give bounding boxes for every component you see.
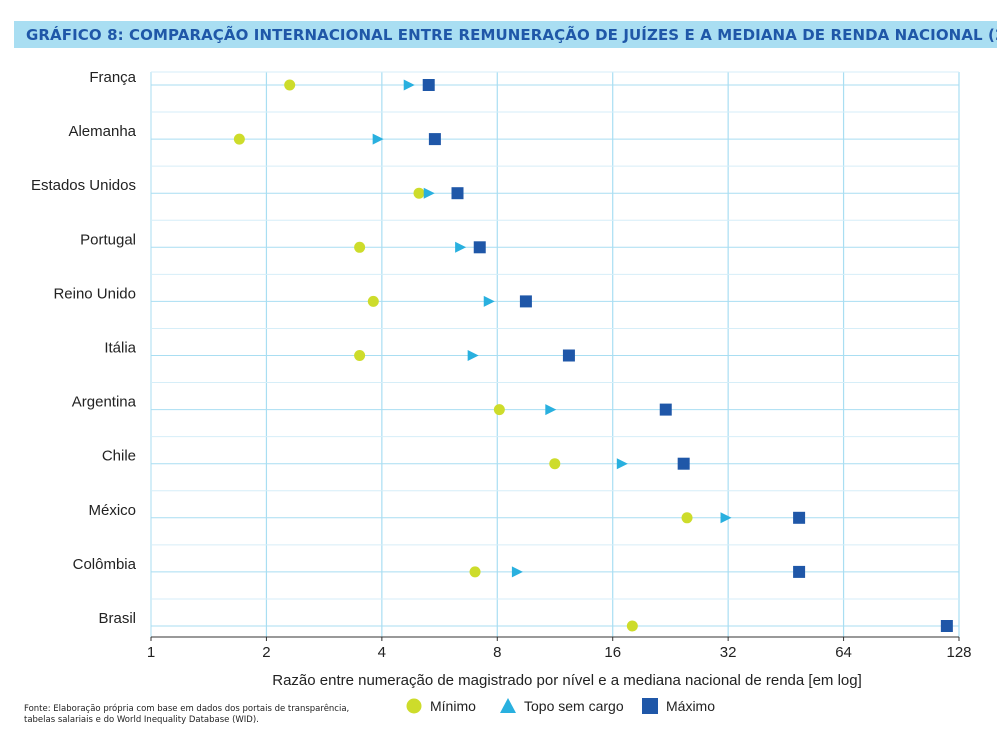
x-tick-label: 64 [835, 644, 852, 661]
square-point [473, 241, 486, 254]
chart-title: GRÁFICO 8: COMPARAÇÃO INTERNACIONAL ENTR… [26, 25, 997, 44]
legend-square-icon [642, 698, 658, 714]
x-tick-label: 16 [604, 644, 621, 661]
category-label: Chile [102, 448, 136, 465]
category-label: México [88, 502, 136, 519]
legend-label: Topo sem cargo [524, 698, 624, 714]
x-tick-label: 32 [720, 644, 737, 661]
triangle-point [467, 350, 479, 361]
triangle-point [372, 133, 384, 145]
circle-point [354, 241, 366, 253]
circle-point [681, 512, 693, 524]
square-point [562, 349, 575, 362]
square-point [659, 403, 672, 416]
triangle-point [403, 79, 415, 91]
triangle-point [616, 458, 628, 470]
category-label: Brasil [98, 610, 136, 627]
category-labels: França Alemanha Estados Unidos Portugal Rein… [31, 69, 137, 627]
square-point [428, 133, 441, 146]
circle-point [413, 187, 425, 199]
triangle-point [511, 566, 523, 578]
legend-label: Máximo [666, 698, 715, 714]
category-label: Alemanha [68, 123, 136, 140]
category-label: Argentina [72, 394, 137, 411]
circle-point [469, 566, 481, 578]
square-point [422, 79, 435, 91]
square-point [793, 511, 806, 524]
square-point [793, 565, 806, 578]
triangle-point [455, 241, 467, 253]
circle-point [354, 350, 366, 361]
circle-point [626, 620, 638, 632]
square-point [940, 620, 953, 632]
square-point [519, 295, 532, 308]
x-axis-label: Razão entre numeração de magistrado por … [272, 672, 862, 689]
triangle-point [720, 512, 732, 524]
square-point [451, 187, 464, 200]
square-point [677, 457, 690, 470]
x-tick-label: 4 [378, 644, 386, 661]
circle-point [284, 79, 296, 91]
circle-point [367, 295, 379, 307]
x-tick-labels: 1 2 4 8 16 32 64 128 [147, 637, 972, 661]
x-tick-label: 1 [147, 644, 155, 661]
chart-title-bar: GRÁFICO 8: COMPARAÇÃO INTERNACIONAL ENTR… [14, 21, 997, 48]
category-label: França [89, 69, 136, 86]
category-label: Estados Unidos [31, 177, 136, 194]
triangle-point [483, 295, 495, 307]
triangle-point [423, 187, 435, 199]
x-tick-label: 128 [946, 644, 971, 661]
x-tick-label: 2 [262, 644, 270, 661]
category-label: Itália [104, 340, 136, 357]
circle-point [549, 458, 561, 470]
legend-triangle-icon [500, 698, 516, 713]
circle-point [493, 404, 505, 416]
triangle-point [545, 404, 557, 416]
legend: Mínimo Topo sem cargo Máximo [406, 698, 715, 714]
circle-point [233, 133, 245, 145]
category-label: Portugal [80, 231, 136, 248]
data-marks [233, 79, 953, 632]
x-tick-label: 8 [493, 644, 501, 661]
category-label: Reino Unido [53, 285, 136, 302]
source-note: Fonte: Elaboração própria com base em da… [24, 704, 350, 725]
legend-circle-icon [406, 698, 422, 714]
category-label: Colômbia [73, 556, 137, 573]
grid-layer [150, 71, 960, 638]
legend-label: Mínimo [430, 698, 476, 714]
